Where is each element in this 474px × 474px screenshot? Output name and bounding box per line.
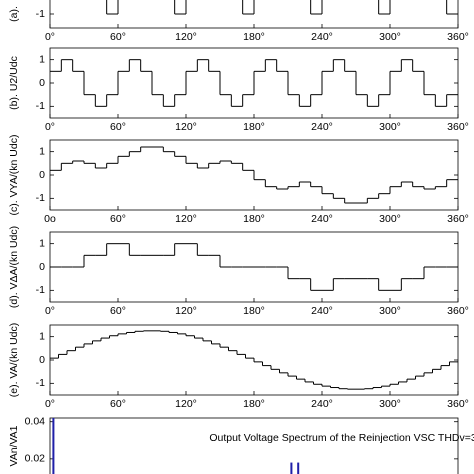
x-tick-label: 180° (243, 121, 265, 133)
x-tick-label: 180° (243, 213, 265, 225)
y-tick-label: 0.04 (25, 415, 46, 427)
x-tick-label: 120° (175, 305, 197, 317)
x-tick-label: 240° (311, 213, 333, 225)
y-tick-label: 1 (39, 237, 45, 249)
y-axis-label: (b). U2/Udc (8, 56, 20, 110)
x-tick-label: 0o (44, 213, 56, 225)
x-tick-label: 60° (110, 305, 126, 317)
y-tick-label: 1 (39, 53, 45, 65)
x-tick-label: 300° (379, 213, 401, 225)
x-tick-label: 0° (45, 31, 55, 43)
x-tick-label: 240° (311, 398, 333, 410)
x-tick-label: 360° (447, 213, 469, 225)
x-tick-label: 180° (243, 31, 265, 43)
y-tick-label: 0.02 (25, 453, 46, 465)
y-tick-label: 1 (39, 145, 45, 157)
x-tick-label: 60° (110, 121, 126, 133)
x-tick-label: 180° (243, 398, 265, 410)
y-axis-label: (a). (8, 6, 20, 22)
x-tick-label: 60° (110, 213, 126, 225)
x-tick-label: 180° (243, 305, 265, 317)
spectrum-bar (52, 418, 55, 474)
y-tick-label: 0 (39, 354, 45, 366)
axes-frame (49, 417, 459, 474)
y-tick-label: 0 (39, 77, 45, 89)
y-tick-label: -1 (36, 377, 45, 389)
y-axis-label: VAn/VA1 (8, 425, 20, 466)
y-axis-label: (d). VΔA/(kn Udc) (8, 226, 20, 308)
x-tick-label: 240° (311, 31, 333, 43)
y-tick-label: 1 (39, 330, 45, 342)
x-tick-label: 300° (379, 398, 401, 410)
y-tick-label: -1 (36, 8, 45, 20)
x-tick-label: 360° (447, 121, 469, 133)
x-tick-label: 0° (45, 305, 55, 317)
y-axis-label: (c). VYA/(kn Udc) (8, 135, 20, 216)
x-tick-label: 360° (447, 305, 469, 317)
x-tick-label: 60° (110, 398, 126, 410)
chart-title: Output Voltage Spectrum of the Reinjecti… (209, 432, 474, 444)
x-tick-label: 60° (110, 31, 126, 43)
y-tick-label: -1 (36, 100, 45, 112)
x-tick-label: 300° (379, 31, 401, 43)
x-tick-label: 240° (311, 121, 333, 133)
spectrum-bar (297, 462, 300, 474)
x-tick-label: 360° (447, 31, 469, 43)
y-tick-label: 0 (39, 261, 45, 273)
y-axis-label: (e). VA/(kn Udc) (8, 323, 20, 397)
x-tick-label: 240° (311, 305, 333, 317)
x-tick-label: 0° (45, 121, 55, 133)
spectrum-bar (290, 462, 293, 474)
y-tick-label: -1 (36, 284, 45, 296)
x-tick-label: 300° (379, 305, 401, 317)
x-tick-label: 120° (175, 398, 197, 410)
x-tick-label: 300° (379, 121, 401, 133)
x-tick-label: 0° (45, 398, 55, 410)
x-tick-label: 360° (447, 398, 469, 410)
y-tick-label: 0 (39, 169, 45, 181)
y-tick-label: -1 (36, 192, 45, 204)
x-tick-label: 120° (175, 31, 197, 43)
x-tick-label: 120° (175, 213, 197, 225)
x-tick-label: 120° (175, 121, 197, 133)
